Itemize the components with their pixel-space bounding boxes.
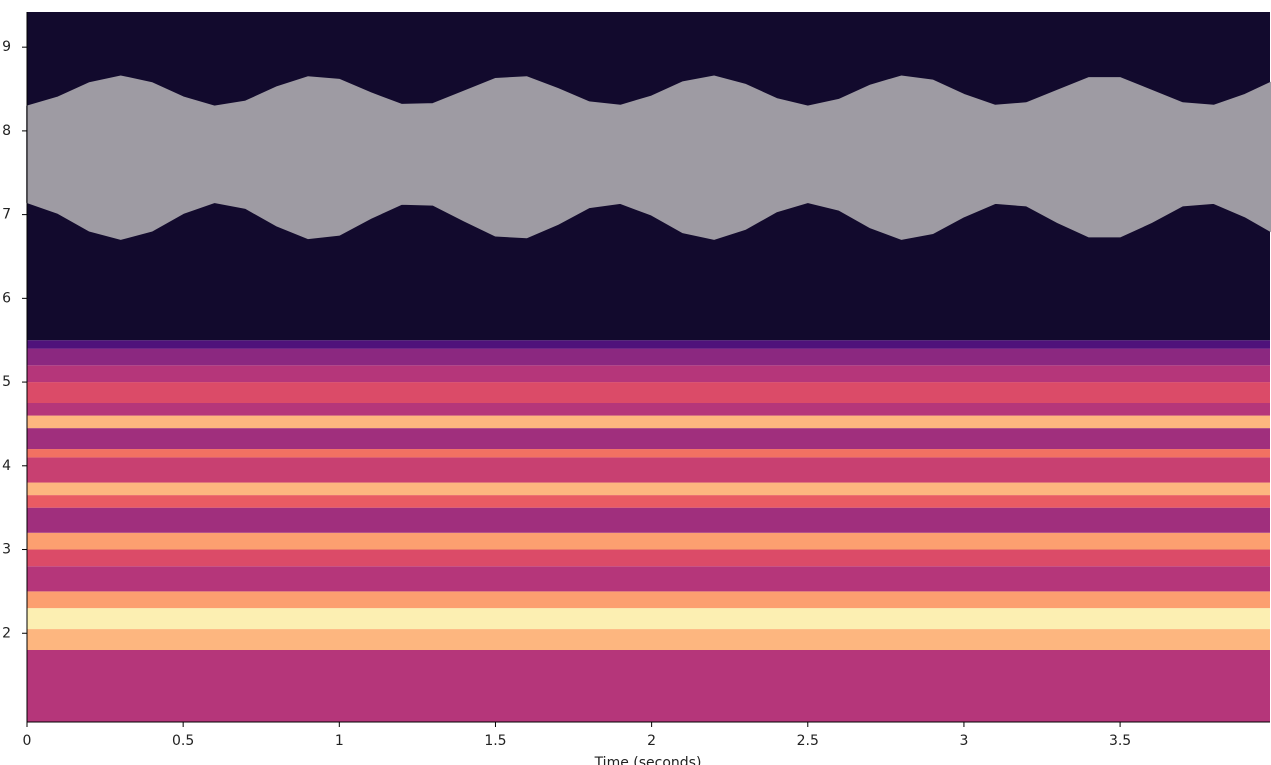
spectrogram-band	[27, 449, 1270, 458]
spectrogram-band	[27, 428, 1270, 450]
spectrogram-band	[27, 348, 1270, 366]
spectrogram-band	[27, 532, 1270, 550]
spectrogram-band	[27, 566, 1270, 592]
spectrogram-band	[27, 403, 1270, 416]
x-tick-label: 3	[959, 733, 968, 749]
x-tick-label: 1.5	[484, 733, 506, 749]
y-tick-label: 2	[2, 625, 11, 641]
spectral-fill	[26, 75, 1271, 240]
spectrogram-band	[27, 591, 1270, 609]
spectrogram-band	[27, 457, 1270, 483]
spectrogram-band	[27, 507, 1270, 533]
spectrogram-band	[27, 340, 1270, 349]
spectrogram-band	[27, 365, 1270, 383]
x-tick-label: 0.5	[172, 733, 194, 749]
y-tick-label: 3	[2, 542, 11, 558]
spectrogram-band	[27, 495, 1270, 508]
spectrogram-band	[27, 549, 1270, 567]
spectrogram-band	[27, 482, 1270, 496]
x-tick-label: 2	[647, 733, 656, 749]
spectrogram-band	[27, 382, 1270, 404]
y-tick-label: 6	[2, 290, 11, 306]
x-axis-label: Time (seconds)	[594, 755, 702, 765]
spectrogram-band	[27, 629, 1270, 650]
y-tick-label: 9	[2, 39, 11, 55]
y-tick-label: 8	[2, 123, 11, 139]
x-tick-label: 2.5	[797, 733, 819, 749]
y-tick-label: 4	[2, 458, 11, 474]
spectrogram-band	[27, 415, 1270, 429]
y-tick-label: 7	[2, 207, 11, 223]
spectrogram-band	[27, 608, 1270, 630]
x-tick-label: 1	[335, 733, 344, 749]
x-tick-label: 0	[23, 733, 32, 749]
x-tick-label: 3.5	[1109, 733, 1131, 749]
spectrogram-band	[27, 649, 1270, 722]
y-tick-label: 5	[2, 374, 11, 390]
